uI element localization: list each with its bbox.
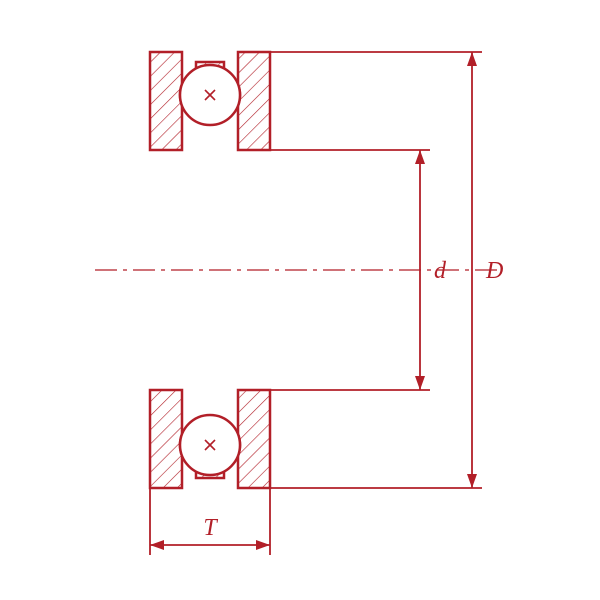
dim-label-d: d xyxy=(434,258,447,284)
dim-label-T: T xyxy=(203,515,218,541)
dim-label-D: D xyxy=(485,258,503,284)
bearing-diagram: Td D xyxy=(0,0,600,600)
